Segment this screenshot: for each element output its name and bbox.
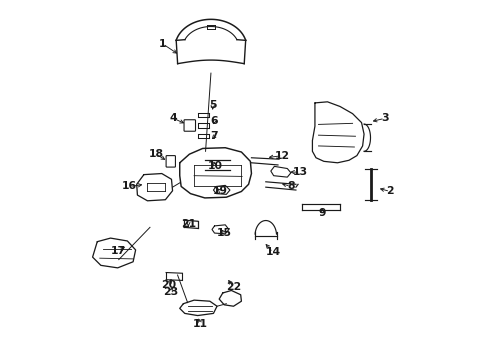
- Text: 8: 8: [287, 181, 294, 192]
- Text: 19: 19: [213, 186, 228, 197]
- Text: 10: 10: [208, 161, 223, 171]
- Text: 2: 2: [387, 186, 394, 197]
- Text: 23: 23: [163, 287, 178, 297]
- Text: 7: 7: [211, 131, 219, 141]
- Text: 6: 6: [211, 116, 219, 126]
- Text: 14: 14: [266, 247, 281, 257]
- Text: 1: 1: [159, 39, 166, 49]
- Text: 3: 3: [381, 113, 389, 123]
- Text: 9: 9: [318, 208, 326, 218]
- Text: 5: 5: [209, 100, 217, 111]
- Text: 21: 21: [181, 219, 196, 229]
- Text: 18: 18: [148, 149, 164, 159]
- Text: 16: 16: [122, 181, 137, 192]
- Text: 11: 11: [193, 319, 208, 329]
- Text: 15: 15: [217, 228, 232, 238]
- Text: 13: 13: [293, 167, 308, 177]
- Text: 22: 22: [226, 282, 241, 292]
- Text: 17: 17: [111, 246, 126, 256]
- Text: 4: 4: [170, 113, 177, 123]
- Text: 12: 12: [275, 150, 290, 161]
- Text: 20: 20: [161, 280, 176, 290]
